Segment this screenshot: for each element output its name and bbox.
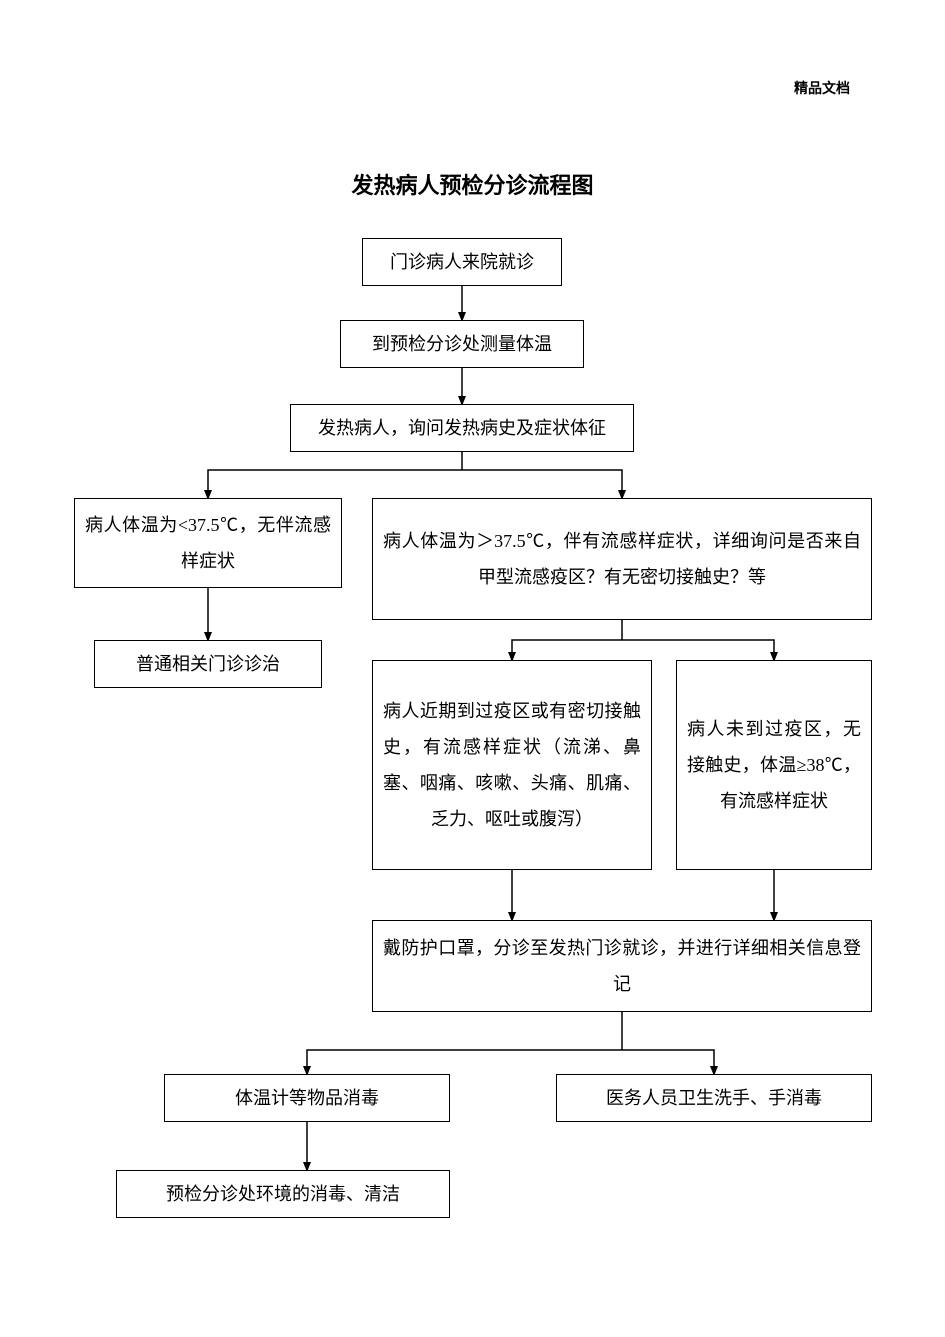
flowchart-node-label: 戴防护口罩，分诊至发热门诊就诊，并进行详细相关信息登记 [383,930,861,1002]
flowchart-node-label: 病人体温为＞37.5℃，伴有流感样症状，详细询问是否来自甲型流感疫区？有无密切接… [383,523,861,595]
flowchart-node-label: 医务人员卫生洗手、手消毒 [606,1080,822,1116]
flowchart-node-label: 门诊病人来院就诊 [390,244,534,280]
flowchart-node-label: 发热病人，询问发热病史及症状体征 [318,410,606,446]
flowchart-edge [622,640,774,660]
flowchart-node-label: 病人近期到过疫区或有密切接触史，有流感样症状（流涕、鼻塞、咽痛、咳嗽、头痛、肌痛… [383,693,641,837]
flowchart-node-label: 到预检分诊处测量体温 [372,326,552,362]
page: 精品文档 发热病人预检分诊流程图 门诊病人来院就诊到预检分诊处测量体温发热病人，… [0,0,945,1337]
flowchart-edge [208,470,462,498]
flowchart-node-n1: 门诊病人来院就诊 [362,238,562,286]
flowchart-node-n9: 戴防护口罩，分诊至发热门诊就诊，并进行详细相关信息登记 [372,920,872,1012]
flowchart-edge [307,1050,622,1074]
flowchart-node-n11: 医务人员卫生洗手、手消毒 [556,1074,872,1122]
flowchart-node-label: 病人体温为<37.5℃，无伴流感样症状 [85,507,331,579]
flowchart-node-label: 普通相关门诊诊治 [136,646,280,682]
flowchart-node-label: 体温计等物品消毒 [235,1080,379,1116]
flowchart-edge [622,1050,714,1074]
flowchart-node-n7: 病人近期到过疫区或有密切接触史，有流感样症状（流涕、鼻塞、咽痛、咳嗽、头痛、肌痛… [372,660,652,870]
flowchart-node-n6: 病人体温为＞37.5℃，伴有流感样症状，详细询问是否来自甲型流感疫区？有无密切接… [372,498,872,620]
flowchart-node-n3: 发热病人，询问发热病史及症状体征 [290,404,634,452]
flowchart-node-n8: 病人未到过疫区，无接触史，体温≥38℃，有流感样症状 [676,660,872,870]
flowchart-node-n4: 病人体温为<37.5℃，无伴流感样症状 [74,498,342,588]
flowchart-node-n5: 普通相关门诊诊治 [94,640,322,688]
flowchart-node-n2: 到预检分诊处测量体温 [340,320,584,368]
flowchart-node-label: 病人未到过疫区，无接触史，体温≥38℃，有流感样症状 [687,711,861,819]
flowchart-edge [462,470,622,498]
flowchart-edge [512,640,622,660]
flowchart-title: 发热病人预检分诊流程图 [0,168,945,200]
flowchart-node-n10: 体温计等物品消毒 [164,1074,450,1122]
flowchart-node-n12: 预检分诊处环境的消毒、清洁 [116,1170,450,1218]
watermark-text: 精品文档 [794,78,850,98]
flowchart-node-label: 预检分诊处环境的消毒、清洁 [166,1176,400,1212]
